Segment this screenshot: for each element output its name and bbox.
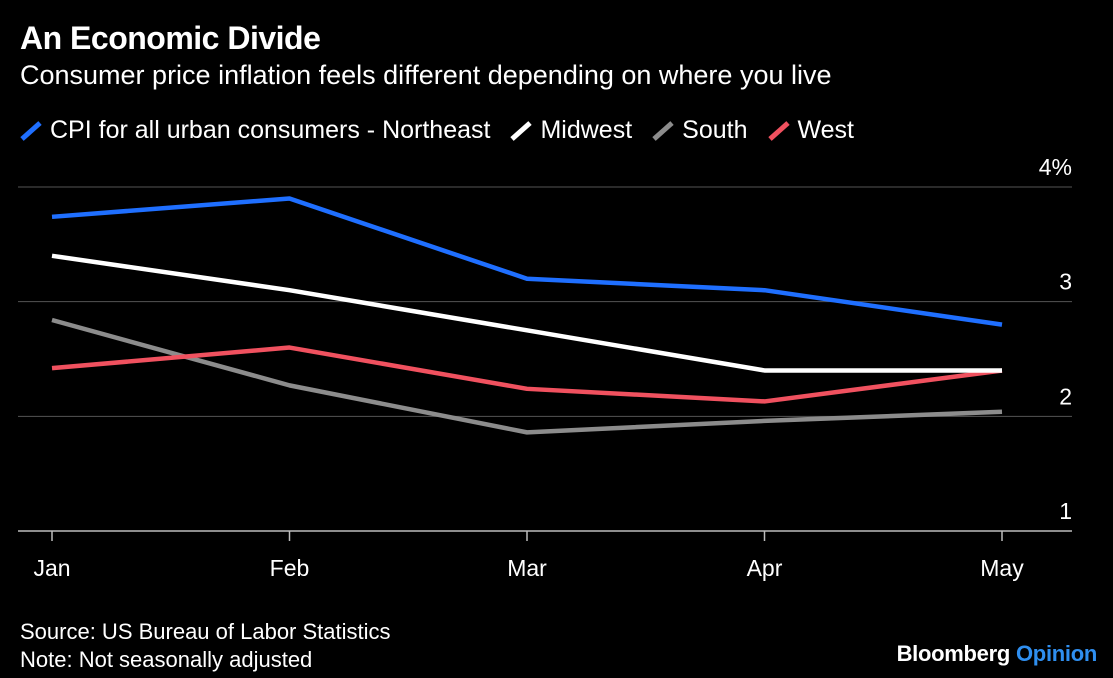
- y-tick-label-3: 3: [1059, 269, 1072, 295]
- legend-item-west: West: [767, 116, 855, 145]
- x-tick-label-jan: Jan: [33, 555, 70, 581]
- legend-label-midwest: Midwest: [540, 116, 633, 144]
- series-line-northeast: [51, 196, 1003, 327]
- legend-item-south: South: [652, 116, 748, 145]
- series-line-west: [51, 345, 1003, 404]
- legend-item-midwest: Midwest: [510, 116, 632, 145]
- legend-item-northeast: CPI for all urban consumers - Northeast: [20, 116, 490, 145]
- x-tick-label-apr: Apr: [747, 555, 783, 581]
- legend-swatch-northeast: [20, 120, 42, 141]
- x-tick-label-may: May: [980, 555, 1024, 581]
- series-line-midwest: [51, 253, 1002, 373]
- legend-label-northeast: CPI for all urban consumers - Northeast: [50, 116, 491, 144]
- y-tick-label-2: 2: [1059, 383, 1072, 409]
- legend-swatch-west: [767, 120, 790, 141]
- y-tick-label-1: 1: [1059, 498, 1072, 524]
- legend-label-west: West: [797, 116, 855, 144]
- legend-swatch-south: [652, 120, 674, 141]
- chart-title: An Economic Divide: [20, 20, 321, 56]
- legend-swatch-midwest: [510, 120, 533, 141]
- source-note: Source: US Bureau of Labor Statistics: [20, 619, 391, 644]
- brand-product: Opinion: [1016, 641, 1097, 666]
- footer: Source: US Bureau of Labor Statistics No…: [20, 618, 391, 674]
- series-line-south: [51, 317, 1003, 435]
- legend: CPI for all urban consumers - Northeast …: [20, 116, 874, 145]
- brand-logo: Bloomberg Opinion: [896, 641, 1098, 667]
- x-tick-label-feb: Feb: [270, 555, 310, 581]
- chart-subtitle: Consumer price inflation feels different…: [20, 60, 832, 90]
- x-tick-label-mar: Mar: [507, 555, 547, 581]
- brand-name: Bloomberg: [896, 641, 1011, 666]
- legend-label-south: South: [682, 116, 748, 144]
- y-tick-label-4: 4%: [1039, 154, 1072, 180]
- adjustment-note: Note: Not seasonally adjusted: [20, 647, 313, 672]
